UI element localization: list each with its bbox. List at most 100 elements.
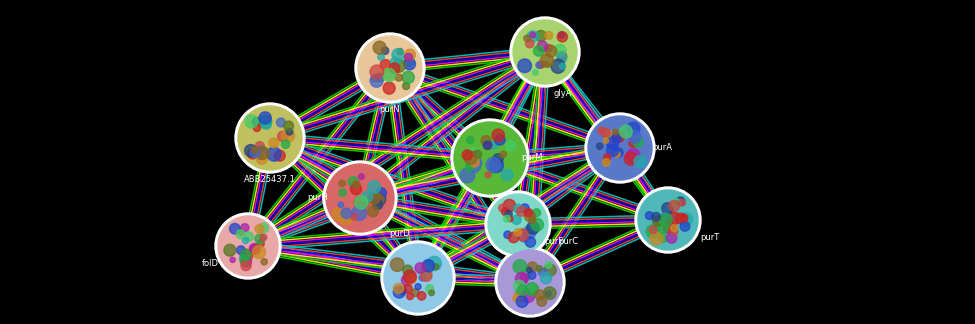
Circle shape <box>514 229 522 236</box>
Circle shape <box>405 53 412 61</box>
Circle shape <box>218 216 278 276</box>
Circle shape <box>613 148 623 157</box>
Circle shape <box>540 272 552 284</box>
Circle shape <box>417 292 426 300</box>
Circle shape <box>276 118 286 127</box>
Circle shape <box>676 197 684 206</box>
Circle shape <box>354 196 367 209</box>
Circle shape <box>256 153 267 164</box>
Circle shape <box>377 53 384 60</box>
Circle shape <box>514 204 523 214</box>
Circle shape <box>269 138 279 148</box>
Circle shape <box>251 244 260 254</box>
Circle shape <box>481 136 491 146</box>
Circle shape <box>235 103 305 173</box>
Circle shape <box>467 136 474 144</box>
Circle shape <box>420 270 432 281</box>
Circle shape <box>532 70 538 75</box>
Circle shape <box>629 139 637 147</box>
Circle shape <box>407 293 413 300</box>
Circle shape <box>523 226 536 239</box>
Circle shape <box>389 63 400 73</box>
Circle shape <box>384 244 452 312</box>
Circle shape <box>373 41 386 54</box>
Circle shape <box>495 247 565 317</box>
Circle shape <box>504 231 511 238</box>
Circle shape <box>516 288 523 295</box>
Circle shape <box>339 212 352 225</box>
Circle shape <box>375 73 384 82</box>
Circle shape <box>518 59 531 73</box>
Text: folD: folD <box>202 260 218 269</box>
Circle shape <box>505 211 512 218</box>
Circle shape <box>485 142 492 149</box>
Circle shape <box>287 129 292 135</box>
Circle shape <box>254 234 265 244</box>
Circle shape <box>230 257 235 262</box>
Circle shape <box>503 215 510 222</box>
Circle shape <box>372 199 383 209</box>
Circle shape <box>238 230 243 235</box>
Circle shape <box>426 285 434 293</box>
Circle shape <box>282 129 294 142</box>
Circle shape <box>241 224 249 232</box>
Circle shape <box>508 232 519 243</box>
Circle shape <box>658 234 667 242</box>
Circle shape <box>284 121 293 131</box>
Circle shape <box>241 250 252 260</box>
Circle shape <box>597 143 603 149</box>
Circle shape <box>466 163 474 171</box>
Circle shape <box>248 148 258 159</box>
Circle shape <box>604 138 608 144</box>
Circle shape <box>362 191 372 202</box>
Circle shape <box>544 264 556 276</box>
Circle shape <box>260 234 267 241</box>
Circle shape <box>659 214 672 226</box>
Circle shape <box>536 265 542 272</box>
Circle shape <box>606 137 618 149</box>
Circle shape <box>402 71 414 84</box>
Circle shape <box>411 289 419 296</box>
Circle shape <box>517 229 528 241</box>
Circle shape <box>382 69 396 82</box>
Circle shape <box>526 283 538 296</box>
Circle shape <box>530 32 535 38</box>
Circle shape <box>380 60 391 70</box>
Circle shape <box>492 129 504 142</box>
Circle shape <box>427 256 442 271</box>
Circle shape <box>332 207 346 221</box>
Circle shape <box>521 273 528 282</box>
Text: purD: purD <box>390 229 410 238</box>
Circle shape <box>545 45 557 57</box>
Circle shape <box>392 60 406 72</box>
Circle shape <box>403 83 409 89</box>
Circle shape <box>261 119 271 129</box>
Circle shape <box>397 48 404 55</box>
Circle shape <box>521 204 529 213</box>
Circle shape <box>613 131 624 142</box>
Circle shape <box>559 32 565 38</box>
Circle shape <box>671 225 678 231</box>
Circle shape <box>667 212 681 225</box>
Circle shape <box>506 141 516 151</box>
Circle shape <box>514 292 524 302</box>
Circle shape <box>419 274 426 281</box>
Circle shape <box>513 296 518 301</box>
Circle shape <box>244 232 254 241</box>
Circle shape <box>487 157 500 172</box>
Circle shape <box>535 290 545 300</box>
Circle shape <box>489 158 503 172</box>
Circle shape <box>252 147 258 154</box>
Text: purF: purF <box>544 237 564 247</box>
Circle shape <box>513 260 526 273</box>
Circle shape <box>326 164 394 232</box>
Circle shape <box>537 61 544 68</box>
Circle shape <box>626 149 641 163</box>
Circle shape <box>614 151 620 157</box>
Circle shape <box>368 181 380 193</box>
Circle shape <box>531 218 543 231</box>
Circle shape <box>392 49 404 61</box>
Circle shape <box>635 187 701 253</box>
Circle shape <box>529 285 538 294</box>
Circle shape <box>612 129 618 135</box>
